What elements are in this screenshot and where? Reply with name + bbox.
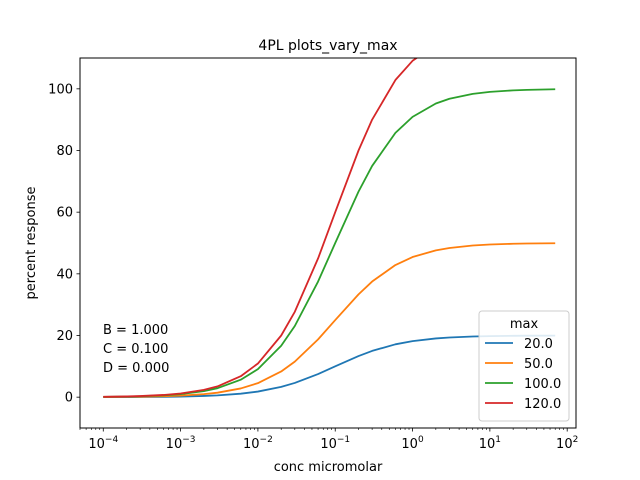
legend-label-2: 100.0 bbox=[524, 377, 561, 392]
x-tick-label: 10−3 bbox=[166, 435, 196, 452]
x-axis-label: conc micromolar bbox=[274, 460, 383, 475]
legend-label-1: 50.0 bbox=[524, 357, 553, 372]
x-tick-label: 101 bbox=[479, 435, 501, 452]
y-tick-label: 40 bbox=[56, 267, 73, 282]
series-line-3 bbox=[103, 58, 419, 398]
legend: max 20.0 50.0 100.0 120.0 bbox=[478, 310, 570, 422]
y-axis-label: percent response bbox=[24, 187, 39, 300]
annotation-d: D = 0.000 bbox=[103, 361, 169, 376]
x-tick-label: 100 bbox=[401, 435, 424, 452]
y-axis: 0 20 40 60 80 100 bbox=[48, 82, 80, 406]
legend-label-3: 120.0 bbox=[524, 397, 561, 412]
x-tick-label: 10−4 bbox=[88, 435, 118, 452]
y-tick-label: 0 bbox=[65, 391, 73, 406]
legend-title: max bbox=[510, 317, 539, 332]
y-tick-label: 100 bbox=[48, 82, 73, 97]
x-tick-label: 102 bbox=[556, 435, 578, 452]
chart-title: 4PL plots_vary_max bbox=[258, 38, 397, 54]
parameter-annotations: B = 1.000 C = 0.100 D = 0.000 bbox=[103, 323, 169, 376]
y-tick-label: 20 bbox=[56, 329, 73, 344]
x-axis: 10−4 10−3 10−2 10−1 100 101 102 bbox=[79, 428, 578, 452]
y-tick-label: 80 bbox=[56, 144, 73, 159]
y-tick-label: 60 bbox=[56, 206, 73, 221]
annotation-c: C = 0.100 bbox=[103, 342, 168, 357]
annotation-b: B = 1.000 bbox=[103, 323, 168, 338]
series-layer bbox=[103, 58, 556, 399]
x-tick-label: 10−1 bbox=[320, 435, 350, 452]
x-tick-label: 10−2 bbox=[243, 435, 273, 452]
legend-label-0: 20.0 bbox=[524, 337, 553, 352]
legend-box bbox=[478, 310, 570, 422]
legend-entries: 20.0 50.0 100.0 120.0 bbox=[485, 337, 561, 412]
series-line-1 bbox=[103, 242, 556, 398]
